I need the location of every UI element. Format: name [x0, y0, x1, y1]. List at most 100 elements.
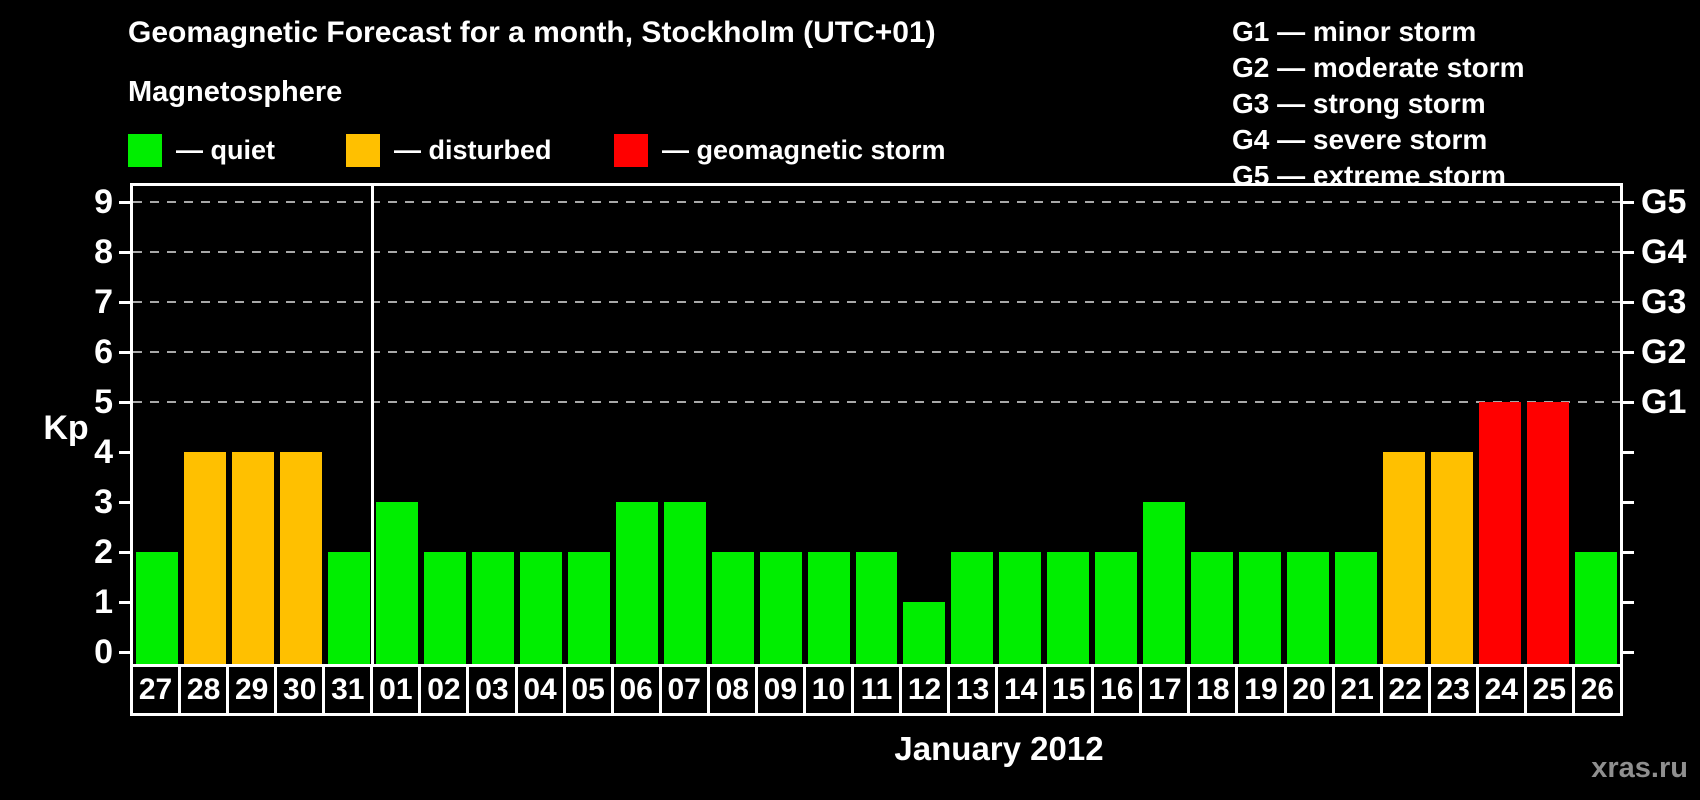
kp-bar-day-29 — [231, 452, 274, 664]
day-label-cell-26: 26 — [1571, 664, 1623, 716]
y-tick-label-1: 1 — [94, 583, 113, 621]
day-label-cell-31: 31 — [322, 664, 374, 716]
kp-bar-day-07 — [663, 502, 706, 664]
legend-label-quiet: — quiet — [176, 134, 275, 165]
kp-bar-day-20 — [1287, 552, 1330, 664]
y-axis-title: Kp — [43, 409, 89, 447]
day-label-cell-19: 19 — [1235, 664, 1287, 716]
kp-bar-day-18 — [1191, 552, 1234, 664]
kp-bar-day-14 — [999, 552, 1042, 664]
g-scale-label-g3: G3 — [1641, 283, 1687, 321]
y-tick-label-3: 3 — [94, 483, 113, 521]
y-tick-label-5: 5 — [94, 383, 113, 421]
page-title: Geomagnetic Forecast for a month, Stockh… — [128, 16, 936, 49]
day-label-cell-28: 28 — [178, 664, 230, 716]
y-tick-label-9: 9 — [94, 183, 113, 221]
quiet-swatch-icon — [128, 133, 162, 167]
day-label-cell-30: 30 — [274, 664, 326, 716]
storm-scale-g1: G1 — minor storm — [1232, 16, 1477, 47]
day-label-cell-03: 03 — [466, 664, 518, 716]
storm-scale-legend: G1 — minor storm G2 — moderate storm G3 … — [1232, 14, 1525, 194]
storm-scale-g4: G4 — severe storm — [1232, 124, 1488, 155]
y-tick-label-7: 7 — [94, 283, 113, 321]
kp-bar-day-28 — [183, 452, 226, 664]
day-label-cell-12: 12 — [899, 664, 951, 716]
legend-item-storm: — geomagnetic storm — [614, 132, 946, 168]
left-tick-kp7 — [119, 301, 133, 304]
y-tick-label-4: 4 — [94, 433, 113, 471]
day-label-cell-11: 11 — [850, 664, 902, 716]
right-tick-kp4 — [1620, 451, 1634, 454]
kp-bar-day-25 — [1527, 402, 1570, 664]
left-tick-kp9 — [119, 201, 133, 204]
legend-item-disturbed: — disturbed — [346, 132, 552, 168]
kp-bar-day-30 — [279, 452, 322, 664]
kp-bar-day-16 — [1095, 552, 1138, 664]
day-label-cell-07: 07 — [658, 664, 710, 716]
left-tick-kp1 — [119, 601, 133, 604]
kp-bar-day-13 — [951, 552, 994, 664]
left-tick-kp5 — [119, 401, 133, 404]
kp-bar-day-22 — [1383, 452, 1426, 664]
day-label-cell-20: 20 — [1283, 664, 1335, 716]
day-label-cell-10: 10 — [802, 664, 854, 716]
day-label-cell-24: 24 — [1475, 664, 1527, 716]
kp-bar-day-24 — [1479, 402, 1522, 664]
day-label-cell-08: 08 — [706, 664, 758, 716]
left-tick-kp0 — [119, 651, 133, 654]
g-scale-label-g5: G5 — [1641, 183, 1687, 221]
gridline-kp8 — [133, 251, 1620, 253]
gridline-kp6 — [133, 351, 1620, 353]
kp-bar-day-05 — [567, 552, 610, 664]
day-label-cell-05: 05 — [562, 664, 614, 716]
day-label-cell-16: 16 — [1091, 664, 1143, 716]
left-tick-kp3 — [119, 501, 133, 504]
g-scale-label-g4: G4 — [1641, 233, 1687, 271]
g-scale-label-g2: G2 — [1641, 333, 1687, 371]
day-label-cell-27: 27 — [130, 664, 182, 716]
right-tick-kp0 — [1620, 651, 1634, 654]
day-label-cell-18: 18 — [1187, 664, 1239, 716]
kp-bar-day-11 — [855, 552, 898, 664]
watermark: xras.ru — [1591, 752, 1688, 784]
right-tick-kp6 — [1620, 351, 1634, 354]
kp-bar-day-02 — [423, 552, 466, 664]
y-tick-label-6: 6 — [94, 333, 113, 371]
x-axis-month-label: January 2012 — [894, 730, 1104, 767]
g-scale-label-g1: G1 — [1641, 383, 1687, 421]
kp-bar-day-04 — [519, 552, 562, 664]
right-tick-kp7 — [1620, 301, 1634, 304]
left-tick-kp6 — [119, 351, 133, 354]
legend-label-disturbed: — disturbed — [394, 134, 552, 165]
plot-area — [119, 183, 1634, 667]
kp-bar-day-01 — [375, 502, 418, 664]
legend-label-storm: — geomagnetic storm — [662, 134, 946, 165]
day-label-cell-29: 29 — [226, 664, 278, 716]
day-label-cell-06: 06 — [610, 664, 662, 716]
day-label-cell-21: 21 — [1331, 664, 1383, 716]
y-tick-label-2: 2 — [94, 533, 113, 571]
day-label-cell-23: 23 — [1427, 664, 1479, 716]
magnetosphere-label: Magnetosphere — [128, 76, 343, 108]
kp-bar-day-19 — [1239, 552, 1282, 664]
kp-bar-day-23 — [1431, 452, 1474, 664]
kp-bar-day-31 — [327, 552, 370, 664]
storm-scale-g2: G2 — moderate storm — [1232, 52, 1525, 83]
kp-bar-day-21 — [1335, 552, 1378, 664]
kp-bar-day-10 — [807, 552, 850, 664]
kp-bar-day-12 — [903, 602, 946, 664]
gridline-kp9 — [133, 201, 1620, 203]
kp-bar-day-06 — [615, 502, 658, 664]
left-tick-kp4 — [119, 451, 133, 454]
storm-scale-g3: G3 — strong storm — [1232, 88, 1486, 119]
day-label-cell-25: 25 — [1523, 664, 1575, 716]
storm-swatch-icon — [614, 133, 648, 167]
kp-bar-day-15 — [1047, 552, 1090, 664]
day-label-cell-09: 09 — [754, 664, 806, 716]
x-axis-day-labels: 27 28 29 30 31 01 02 03 04 05 06 07 08 09 10 11 12 13 14 15… — [130, 664, 1623, 716]
day-label-cell-14: 14 — [995, 664, 1047, 716]
gridline-kp7 — [133, 301, 1620, 303]
right-tick-kp8 — [1620, 251, 1634, 254]
kp-bar-day-08 — [711, 552, 754, 664]
